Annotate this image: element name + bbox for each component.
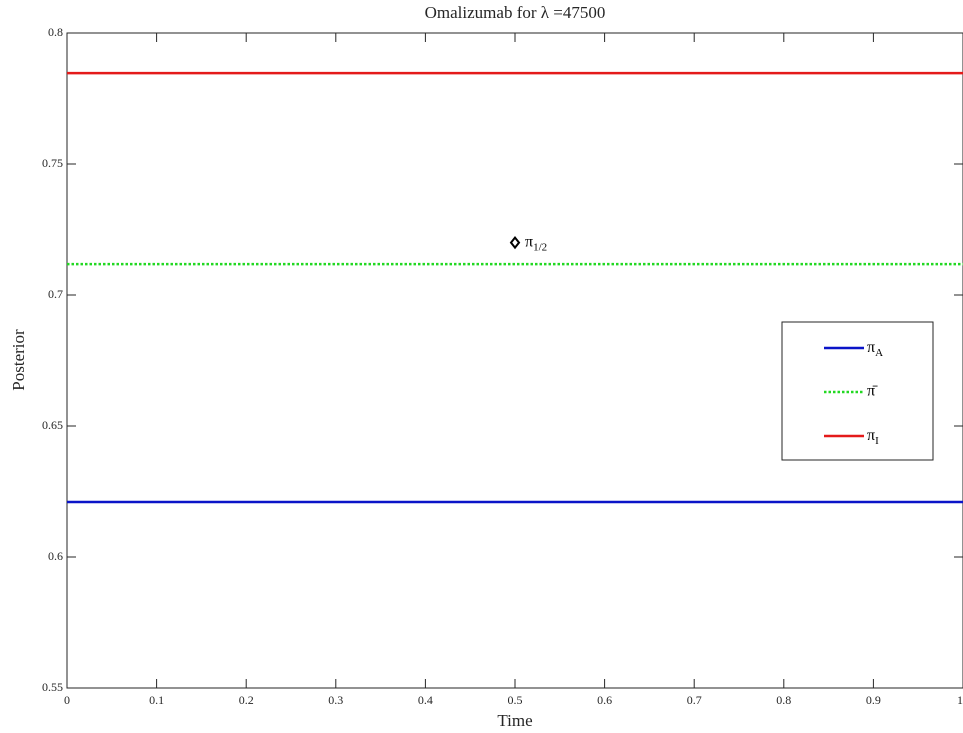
legend-label: πA [867,339,883,359]
x-axis-label: Time [497,711,532,730]
y-tick-label: 0.55 [42,680,63,694]
annotation-label: π1/2 [525,233,547,253]
x-tick-label: 0 [64,693,70,707]
x-tick-label: 0.6 [597,693,612,707]
chart-title: Omalizumab for λ =47500 [425,3,606,22]
x-tick-label: 0.2 [239,693,254,707]
y-axis-label: Posterior [9,329,28,391]
legend-label: π̄ [867,383,878,400]
y-tick-label: 0.7 [48,287,63,301]
annotation-marker [509,235,521,250]
x-tick-label: 1 [957,693,963,707]
x-tick-label: 0.9 [866,693,881,707]
y-tick-label: 0.65 [42,418,63,432]
x-tick-label: 0.1 [149,693,164,707]
legend-label: πI [867,427,879,447]
x-tick-label: 0.7 [687,693,702,707]
x-tick-label: 0.4 [418,693,433,707]
y-tick-label: 0.8 [48,25,63,39]
y-tick-label: 0.75 [42,156,63,170]
x-tick-label: 0.8 [776,693,791,707]
y-tick-label: 0.6 [48,549,63,563]
x-tick-label: 0.3 [328,693,343,707]
x-tick-label: 0.5 [508,693,523,707]
